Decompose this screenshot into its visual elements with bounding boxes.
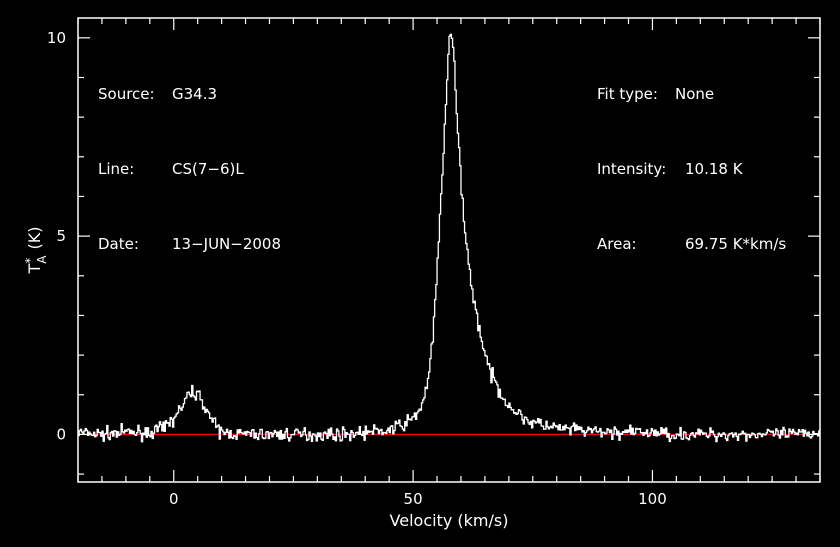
intensity-value: 10.18 K <box>685 160 743 178</box>
header-right: Fit type: None Intensity: 10.18 K Area: 69.… <box>597 32 786 282</box>
header-left: Source: G34.3 Line: CS(7−6)L Date: 13−JUN−2… <box>98 32 281 282</box>
area-label: Area: <box>597 235 637 253</box>
line-row: Line: CS(7−6)L <box>98 157 281 182</box>
x-tick-label: 100 <box>638 490 667 508</box>
date-row: Date: 13−JUN−2008 <box>98 232 281 257</box>
date-label: Date: <box>98 235 139 253</box>
x-tick-label: 0 <box>169 490 179 508</box>
fit-type-label: Fit type: <box>597 85 658 103</box>
area-value: 69.75 K*km/s <box>685 235 787 253</box>
area-row: Area: 69.75 K*km/s <box>597 232 786 257</box>
y-tick-label: 10 <box>47 29 66 47</box>
date-value: 13−JUN−2008 <box>172 235 282 253</box>
y-tick-label: 5 <box>56 227 66 245</box>
y-axis-label-base: T <box>25 263 44 274</box>
y-axis-label-sub: A <box>35 255 49 264</box>
y-axis-label-unit: (K) <box>25 227 44 250</box>
intensity-label: Intensity: <box>597 160 667 178</box>
y-axis-label-sup: * <box>23 258 37 264</box>
intensity-row: Intensity: 10.18 K <box>597 157 786 182</box>
fit-type-value: None <box>675 85 715 103</box>
line-label: Line: <box>98 160 135 178</box>
source-label: Source: <box>98 85 155 103</box>
source-value: G34.3 <box>172 85 218 103</box>
y-tick-label: 0 <box>56 425 66 443</box>
line-value: CS(7−6)L <box>172 160 244 178</box>
x-axis-label: Velocity (km/s) <box>390 511 509 530</box>
ticks-layer: 0 50 100 0 5 10 <box>47 18 821 508</box>
plot-frame <box>77 17 821 483</box>
source-row: Source: G34.3 <box>98 82 281 107</box>
spectrum-line <box>78 33 820 443</box>
fit-type-row: Fit type: None <box>597 82 786 107</box>
data-layer <box>78 33 820 443</box>
y-axis-label: T*A (K) <box>23 227 49 275</box>
x-tick-label: 50 <box>404 490 423 508</box>
